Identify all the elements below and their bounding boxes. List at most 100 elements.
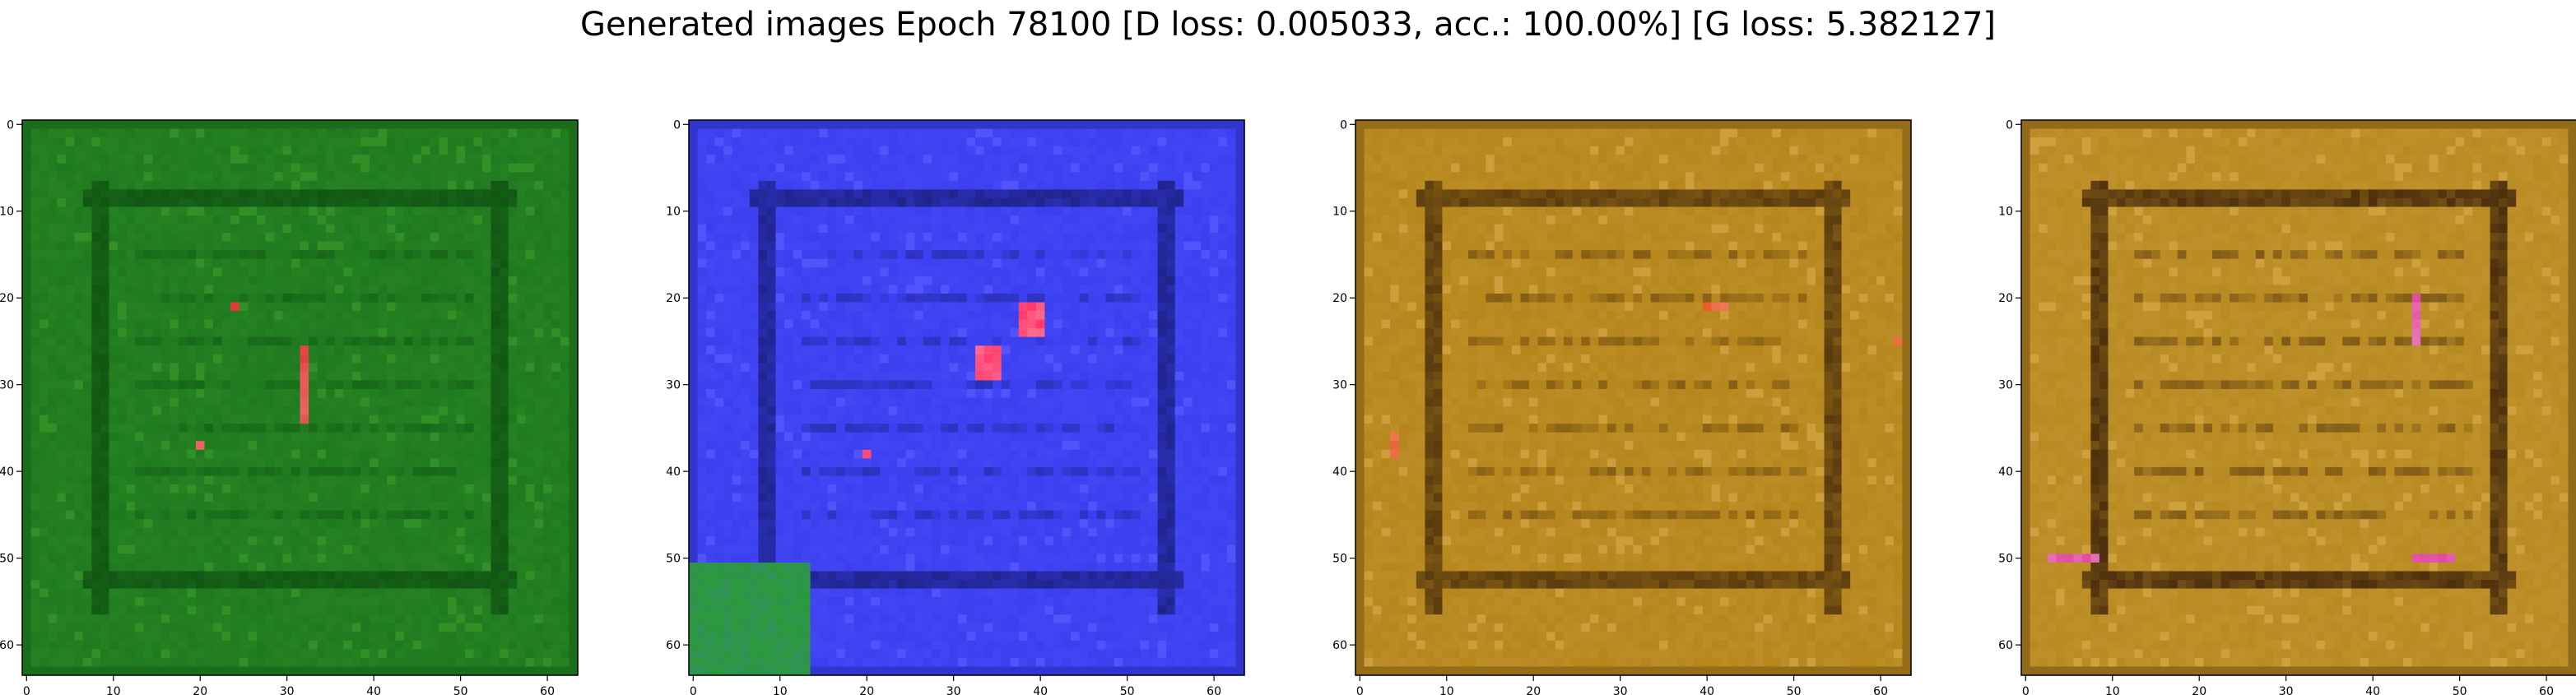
pixel xyxy=(525,562,535,572)
pixel xyxy=(542,354,552,364)
pixel xyxy=(534,623,544,632)
pixel xyxy=(932,137,942,147)
pixel xyxy=(334,380,344,390)
pixel xyxy=(430,311,439,321)
pixel xyxy=(230,267,240,277)
pixel xyxy=(82,128,92,138)
pixel xyxy=(109,241,119,251)
pixel xyxy=(57,502,67,512)
pixel xyxy=(914,155,924,164)
pixel xyxy=(82,632,92,642)
pixel xyxy=(456,233,466,243)
pixel xyxy=(152,657,162,668)
pixel xyxy=(404,458,414,468)
pixel xyxy=(82,336,92,346)
pixel xyxy=(170,623,179,632)
pixel xyxy=(40,519,49,529)
pixel xyxy=(534,640,544,650)
pixel xyxy=(500,302,509,312)
pixel xyxy=(749,146,759,155)
pixel xyxy=(905,137,915,147)
pixel xyxy=(481,172,492,182)
pixel xyxy=(143,519,153,529)
pixel xyxy=(256,206,266,216)
pixel xyxy=(1053,197,1063,208)
pixel xyxy=(689,233,699,243)
pixel xyxy=(265,293,275,303)
pixel xyxy=(100,562,110,572)
pixel xyxy=(152,397,162,407)
pixel xyxy=(430,380,439,390)
pixel xyxy=(1123,155,1132,164)
pixel xyxy=(456,345,466,355)
pixel xyxy=(464,128,475,138)
pixel xyxy=(508,502,518,512)
pixel xyxy=(221,293,231,303)
pixel xyxy=(395,666,405,676)
pixel xyxy=(118,554,128,563)
pixel xyxy=(204,605,214,615)
pixel xyxy=(1053,189,1063,199)
pixel xyxy=(109,649,119,659)
pixel xyxy=(178,432,188,442)
pixel xyxy=(118,146,128,155)
pixel xyxy=(204,311,214,321)
pixel xyxy=(100,354,110,364)
pixel xyxy=(187,527,197,537)
pixel xyxy=(100,319,110,329)
pixel xyxy=(74,614,84,624)
pixel xyxy=(560,293,570,303)
pixel xyxy=(551,128,561,138)
pixel xyxy=(732,120,742,130)
pixel xyxy=(491,502,500,512)
pixel xyxy=(152,180,162,190)
pixel xyxy=(966,172,976,182)
pixel xyxy=(551,657,561,668)
pixel xyxy=(923,233,932,243)
pixel xyxy=(317,206,327,216)
pixel xyxy=(421,536,431,546)
pixel xyxy=(221,544,231,554)
pixel xyxy=(491,666,500,676)
pixel xyxy=(542,458,552,468)
pixel xyxy=(100,519,110,529)
pixel xyxy=(40,502,49,512)
pixel xyxy=(473,155,483,164)
pixel xyxy=(256,371,266,382)
pixel xyxy=(282,250,292,260)
pixel xyxy=(273,502,284,512)
pixel xyxy=(404,657,414,668)
pixel xyxy=(793,163,802,173)
pixel xyxy=(439,120,449,130)
pixel xyxy=(862,128,872,138)
pixel xyxy=(135,571,145,581)
pixel xyxy=(160,363,170,373)
pixel xyxy=(282,380,292,390)
pixel xyxy=(239,544,249,554)
pixel xyxy=(351,623,361,632)
pixel xyxy=(22,415,32,424)
pixel xyxy=(204,224,214,234)
pixel xyxy=(551,432,561,442)
pixel xyxy=(975,233,985,243)
pixel xyxy=(723,224,733,234)
pixel xyxy=(135,172,145,182)
pixel xyxy=(481,415,492,424)
pixel xyxy=(439,163,449,173)
pixel xyxy=(256,137,266,147)
pixel xyxy=(862,233,872,243)
pixel xyxy=(213,293,223,303)
pixel xyxy=(404,120,414,130)
pixel xyxy=(1131,128,1142,138)
pixel xyxy=(421,155,431,164)
pixel xyxy=(395,258,405,268)
pixel xyxy=(1071,197,1081,208)
pixel xyxy=(57,354,67,364)
pixel xyxy=(282,441,292,451)
pixel xyxy=(395,371,405,382)
pixel xyxy=(749,233,759,243)
pixel xyxy=(404,519,414,529)
pixel xyxy=(819,155,829,164)
pixel xyxy=(30,640,40,650)
pixel xyxy=(22,484,32,494)
